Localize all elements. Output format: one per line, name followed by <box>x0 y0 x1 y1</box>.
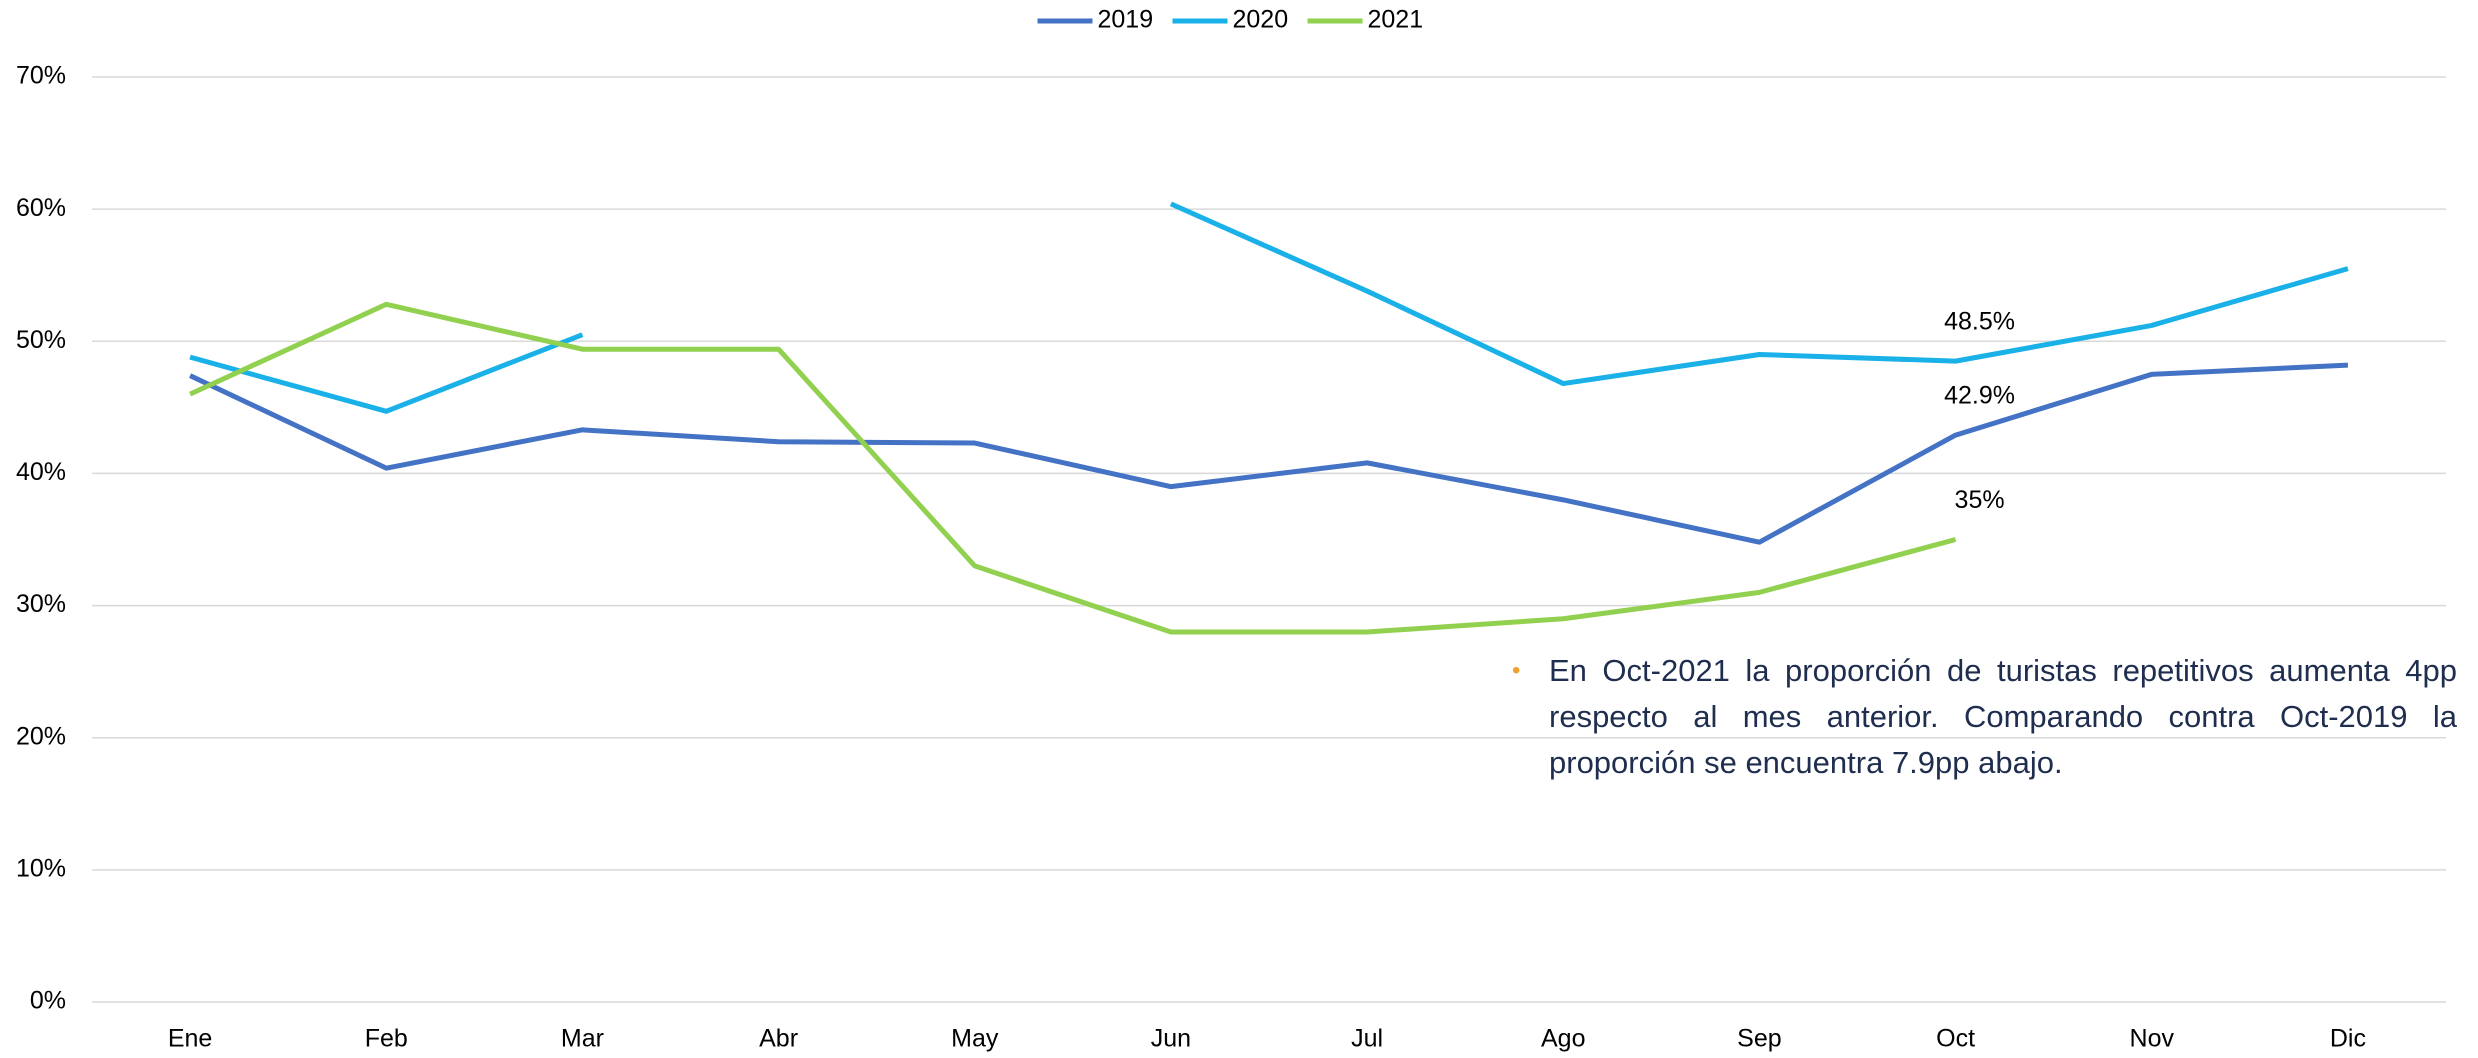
y-tick-label: 10% <box>16 854 66 882</box>
data-label: 48.5% <box>1944 308 2015 336</box>
y-tick-label: 0% <box>30 987 66 1015</box>
data-label: 42.9% <box>1944 382 2015 410</box>
line-series <box>189 301 1957 635</box>
y-tick-label: 70% <box>16 62 66 90</box>
bullet: • <box>1512 657 1521 684</box>
x-tick-label: Ene <box>168 1025 212 1053</box>
x-tick-label: Abr <box>759 1025 798 1053</box>
legend-label: 2019 <box>1098 6 1154 34</box>
line-series <box>189 201 2349 414</box>
legend-label: 2021 <box>1368 6 1424 34</box>
y-tick-label: 20% <box>16 722 66 750</box>
y-tick-label: 40% <box>16 458 66 486</box>
x-tick-label: Jun <box>1151 1025 1191 1053</box>
x-tick-label: May <box>951 1025 999 1053</box>
x-tick-label: Mar <box>561 1025 604 1053</box>
y-tick-label: 60% <box>16 194 66 222</box>
x-tick-label: Sep <box>1737 1025 1781 1053</box>
annotation-box: • En Oct-2021 la proporción de turistas … <box>1512 648 2457 786</box>
annotation: En Oct-2021 la proporción de turistas re… <box>1549 653 2457 780</box>
x-tick-label: Ago <box>1541 1025 1585 1053</box>
legend-label: 2020 <box>1233 6 1289 34</box>
x-tick-label: Nov <box>2130 1025 2175 1053</box>
line-series <box>189 362 2349 545</box>
x-tick-label: Dic <box>2330 1025 2366 1053</box>
x-tick-label: Jul <box>1351 1025 1383 1053</box>
y-tick-label: 30% <box>16 590 66 618</box>
y-tick-label: 50% <box>16 326 66 354</box>
x-tick-label: Feb <box>365 1025 408 1053</box>
x-tick-label: Oct <box>1936 1025 1975 1053</box>
data-label: 35% <box>1955 486 2005 514</box>
